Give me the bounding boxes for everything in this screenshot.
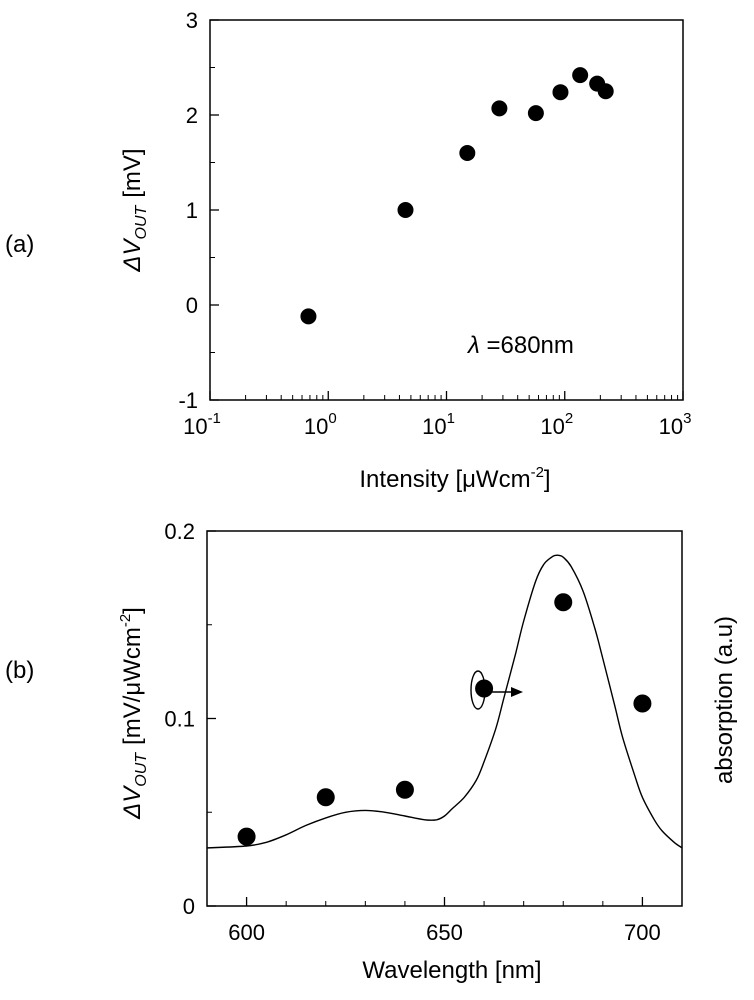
data-point (459, 145, 476, 161)
x-tick-label: 650 (426, 920, 463, 945)
x-tick-label: 10-1 (183, 410, 221, 439)
panel-a-x-label: Intensity [μWcm-2] (359, 464, 550, 493)
panel-b: (b) 600 650 700 0 0.1 0.2 Wavelength [nm] ΔV… (5, 519, 738, 984)
panel-a-y-label: ΔVOUT[mV] (119, 148, 150, 272)
wavelength-value: =680nm (480, 332, 574, 359)
y-tick-label: 0.2 (164, 519, 195, 544)
right-axis-indicator (470, 670, 523, 710)
y-tick-label: 0.1 (164, 707, 195, 732)
data-point (491, 100, 508, 117)
y-tick-label: 1 (186, 198, 198, 223)
panel-b-series (237, 593, 652, 846)
lambda-symbol: λ (466, 332, 480, 359)
panel-a-plot-frame (209, 19, 684, 401)
panel-b-label: (b) (5, 657, 34, 684)
data-point (552, 84, 569, 101)
panel-a: (a) 10-1 100 101 102 103 -1 0 1 2 3 λ =680nm Int… (5, 8, 691, 493)
data-point (475, 679, 494, 698)
data-point (316, 788, 335, 807)
data-point (527, 105, 544, 122)
x-tick-label: 100 (304, 410, 337, 439)
panel-a-y-axis: -1 0 1 2 3 (178, 8, 219, 413)
data-point (554, 593, 573, 612)
panel-a-x-axis: 10-1 100 101 102 103 (183, 391, 691, 439)
x-tick-label: 103 (659, 410, 692, 439)
data-point (597, 83, 614, 100)
data-point (237, 827, 256, 846)
data-point (572, 67, 589, 84)
panel-a-annotation: λ =680nm (466, 332, 574, 359)
data-point (395, 780, 414, 799)
panel-b-right-y-label: absorption (a.u) (711, 616, 738, 784)
panel-a-label: (a) (5, 231, 34, 258)
x-tick-label: 700 (624, 920, 661, 945)
x-tick-label: 600 (228, 920, 265, 945)
data-point (397, 202, 414, 218)
data-point (300, 308, 317, 325)
panel-b-y-label: ΔVOUT[mV/μWcm-2] (117, 607, 150, 820)
data-point (633, 694, 652, 713)
y-tick-label: 0 (186, 293, 198, 318)
panel-b-x-axis: 600 650 700 (206, 897, 683, 945)
right-axis-arrow-head (511, 687, 523, 697)
x-tick-label: 102 (540, 410, 573, 439)
y-tick-label: 0 (183, 894, 195, 919)
curve-marker-ellipse (470, 670, 486, 710)
x-tick-label: 101 (422, 410, 455, 439)
panel-b-x-label: Wavelength [nm] (362, 957, 541, 984)
absorption-curve (206, 554, 683, 849)
y-tick-label: 3 (186, 8, 198, 33)
panel-a-series (300, 67, 614, 325)
panel-b-y-axis: 0 0.1 0.2 (164, 519, 216, 919)
y-tick-label: -1 (178, 388, 198, 413)
y-tick-label: 2 (186, 103, 198, 128)
panel-b-plot-frame (206, 530, 683, 907)
